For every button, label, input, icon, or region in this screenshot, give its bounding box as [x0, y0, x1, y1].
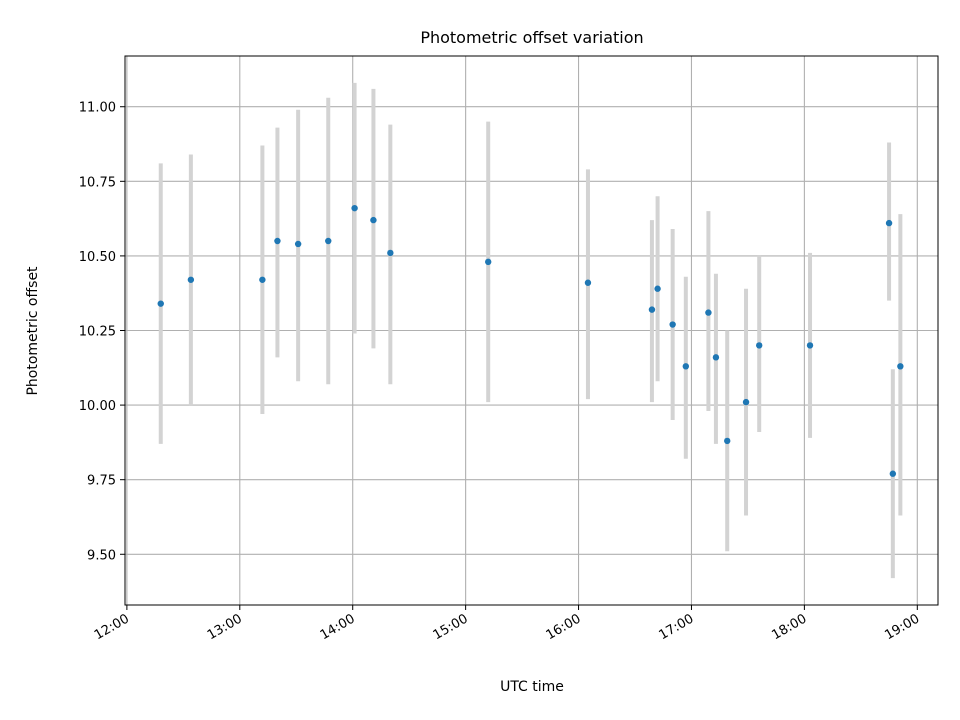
data-point	[370, 216, 377, 224]
y-axis-label: Photometric offset	[25, 266, 41, 396]
y-tick-label: 10.25	[79, 325, 116, 340]
data-point	[669, 321, 676, 328]
data-point	[648, 306, 656, 313]
data-point	[654, 285, 661, 292]
data-point	[294, 240, 302, 248]
data-point	[806, 342, 814, 349]
data-point	[897, 363, 904, 370]
data-point	[584, 279, 592, 286]
y-tick-label: 10.00	[79, 399, 116, 414]
data-point	[712, 354, 720, 361]
data-point	[325, 237, 332, 245]
data-point	[756, 342, 763, 349]
y-tick-label: 10.75	[79, 175, 116, 190]
data-point	[187, 276, 195, 283]
data-point	[351, 204, 358, 212]
chart-title: Photometric offset variation	[420, 28, 643, 47]
data-point	[485, 258, 492, 266]
y-tick-label: 9.75	[87, 474, 116, 489]
data-point	[742, 398, 750, 406]
data-point	[259, 276, 266, 283]
y-tick-label: 9.50	[87, 548, 116, 563]
data-point	[387, 249, 394, 257]
data-point	[885, 219, 893, 227]
data-point	[889, 470, 897, 477]
y-tick-label: 11.00	[79, 101, 116, 116]
data-points	[157, 204, 904, 477]
y-tick-label: 10.50	[79, 250, 116, 265]
data-point	[157, 300, 164, 307]
y-axis-ticks: 9.50 9.75 10.00 10.25 10.50 10.75 11.00	[79, 101, 125, 563]
x-axis-label: UTC time	[500, 679, 564, 695]
data-point	[705, 309, 712, 316]
data-point	[724, 437, 731, 445]
data-point	[274, 237, 281, 245]
data-point	[682, 363, 690, 370]
